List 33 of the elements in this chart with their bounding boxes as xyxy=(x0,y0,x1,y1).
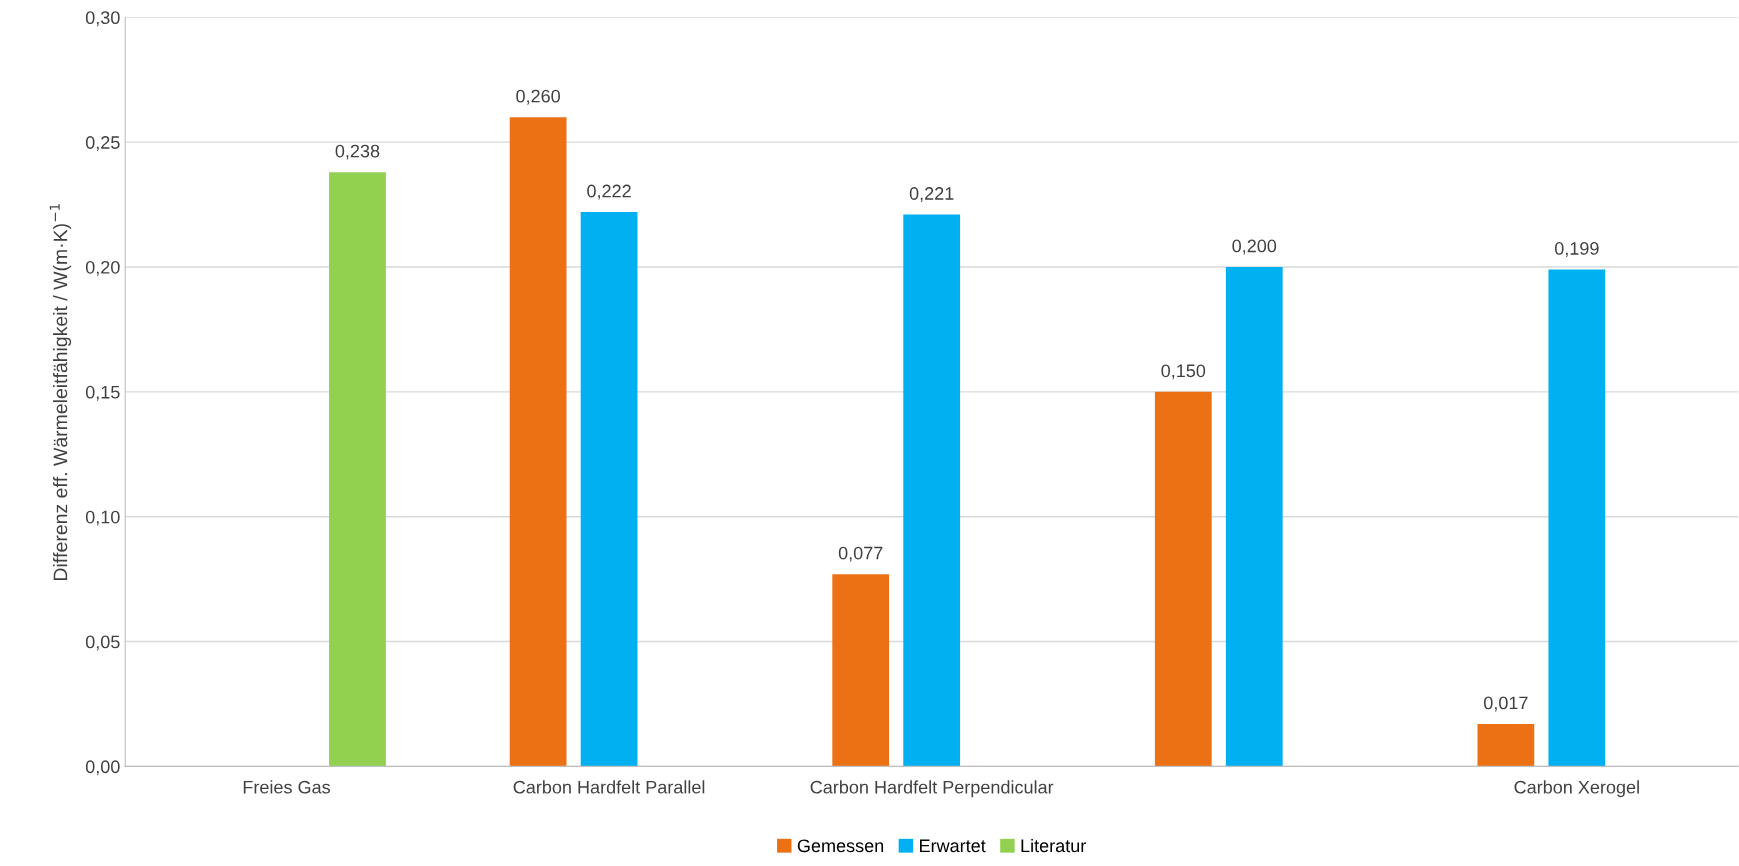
bar xyxy=(1548,269,1606,767)
y-tick-label: 0,20 xyxy=(85,260,120,276)
legend-label: Literatur xyxy=(1021,838,1086,853)
data-label: 0,199 xyxy=(1554,242,1599,257)
data-label: 0,077 xyxy=(838,546,883,562)
data-label: 0,260 xyxy=(516,89,560,105)
data-label: 0,221 xyxy=(909,187,954,203)
data-label: 0,200 xyxy=(1232,239,1277,255)
bar xyxy=(832,574,890,767)
x-tick-label: Freies Gas xyxy=(243,780,330,794)
y-tick-label: 0,25 xyxy=(85,136,120,152)
bar xyxy=(1477,723,1535,767)
x-tick-label: Carbon Xerogel xyxy=(1514,780,1639,798)
y-tick-label: 0,15 xyxy=(85,385,120,401)
y-tick-label: 0,30 xyxy=(85,11,120,27)
data-label: 0,238 xyxy=(335,144,380,160)
bar xyxy=(1154,391,1212,767)
x-tick-label: Carbon Hardfelt Perpendicular xyxy=(810,780,1054,798)
y-tick-label: 0,10 xyxy=(85,510,120,526)
bar xyxy=(509,117,567,767)
y-tick-label: 0,05 xyxy=(85,635,120,651)
x-tick-label: Carbon Hardfelt Parallel xyxy=(513,780,705,794)
data-label: 0,222 xyxy=(587,184,631,200)
bar xyxy=(580,212,638,767)
data-label: 0,150 xyxy=(1161,364,1206,380)
legend-label: Erwartet xyxy=(920,839,986,853)
legend-label: Gemessen xyxy=(797,839,884,853)
bar xyxy=(1225,267,1283,767)
data-label: 0,017 xyxy=(1483,696,1528,712)
bar xyxy=(903,214,961,767)
y-tick-label: 0,00 xyxy=(85,760,120,776)
bar xyxy=(329,172,386,767)
y-axis-title: Differenz eff. Wärmeleitfähigkeit / W(m·K)$^{−1}$ xyxy=(49,203,72,581)
